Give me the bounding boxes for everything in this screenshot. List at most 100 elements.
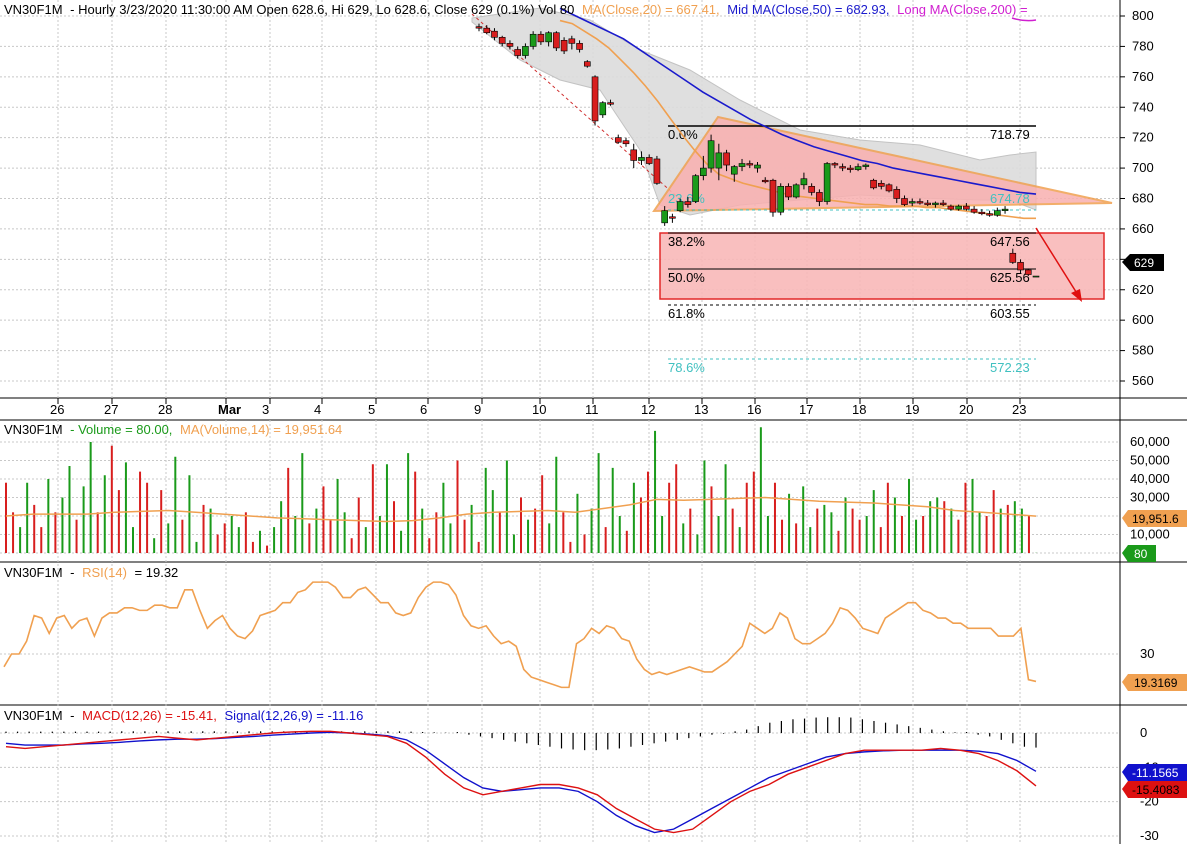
volume-ma-marker: 19,951.6	[1122, 510, 1187, 527]
signal-path	[5, 731, 1037, 834]
price-tick-label: 620	[1132, 282, 1154, 297]
ma200-legend: Long MA(Close,200) =	[897, 2, 1027, 17]
candle-body	[1017, 262, 1024, 271]
volume-tick-label: 60,000	[1130, 434, 1170, 449]
macd-signal-line	[5, 731, 1037, 834]
candle-body	[963, 205, 970, 210]
svg-text:-11.1565: -11.1565	[1132, 766, 1179, 780]
volume-tick-label: 40,000	[1130, 471, 1170, 486]
volume-tick-label: 30,000	[1130, 490, 1170, 505]
date-axis: 26 27 28 Mar 3 4 5 6 9 10 11 12 13 16 17 18 19 20 23	[50, 398, 1026, 417]
candle-body	[1009, 252, 1017, 263]
fib-value-label: 718.79	[990, 127, 1030, 142]
fib-value-label: 603.55	[990, 306, 1030, 321]
candle-body	[638, 157, 645, 161]
candle-body	[475, 26, 483, 29]
date-label: 4	[314, 402, 321, 417]
macd-signal-marker: -11.1565	[1122, 764, 1187, 781]
candle-body	[877, 182, 885, 187]
candle-body	[839, 166, 846, 169]
candle-body	[932, 202, 939, 205]
candle-body	[924, 202, 931, 205]
price-tick-label: 560	[1132, 373, 1154, 388]
price-info: - Hourly 3/23/2020 11:30:00 AM Open 628.…	[70, 2, 574, 17]
candle-body	[754, 164, 761, 169]
candle-body	[746, 163, 754, 166]
candle-body	[584, 61, 591, 67]
fib-pct-label: 0.0%	[668, 127, 698, 142]
price-tick-label: 580	[1132, 343, 1154, 358]
price-tick-label: 600	[1132, 312, 1154, 327]
date-label: 26	[50, 402, 64, 417]
candle-body	[816, 192, 823, 202]
price-tick-label: 660	[1132, 221, 1154, 236]
down-arrow[interactable]	[1035, 227, 1082, 302]
price-tick-label: 700	[1132, 160, 1154, 175]
macd-panel[interactable]: 0-10-20-30 VN30F1M - MACD(12,26) = -15.4…	[4, 708, 1187, 843]
candle-body	[529, 33, 537, 47]
macd-tick-label: 0	[1140, 725, 1147, 740]
arrow-head	[1071, 289, 1082, 302]
candle-body	[947, 205, 955, 210]
candle-body	[700, 167, 707, 176]
candle-body	[661, 210, 668, 224]
candle-body	[506, 43, 514, 47]
candle-body	[970, 208, 978, 213]
ma200-line	[1011, 17, 1037, 22]
volume-tick-label: 10,000	[1130, 527, 1170, 542]
candle-body	[576, 43, 583, 50]
date-label: 27	[104, 402, 118, 417]
candle-body	[854, 166, 862, 170]
candle-body	[738, 163, 746, 167]
date-label: 23	[1012, 402, 1026, 417]
date-label: 9	[474, 402, 481, 417]
candle-body	[769, 179, 777, 213]
candle-body	[715, 152, 723, 169]
candle-body	[862, 164, 870, 167]
triangle-shape	[652, 115, 1113, 213]
candle-body	[730, 166, 738, 175]
volume-ma-line	[5, 496, 1037, 523]
candle-body	[630, 149, 638, 161]
candle-body	[498, 36, 506, 44]
fib-value-label: 572.23	[990, 360, 1030, 375]
date-label: 10	[532, 402, 546, 417]
candle-body	[599, 102, 607, 116]
date-label: 28	[158, 402, 172, 417]
rsi-title: VN30F1M - RSI(14) = 19.32	[4, 565, 178, 580]
candle-body	[908, 201, 916, 204]
candle-body	[986, 213, 993, 216]
triangle-pattern[interactable]	[652, 115, 1113, 213]
candle-body	[553, 32, 560, 49]
volume-ma-path	[5, 496, 1037, 523]
date-label: 20	[959, 402, 973, 417]
volume-bars	[5, 427, 1037, 553]
ma50-path	[559, 7, 1037, 195]
candle-body	[1001, 208, 1009, 211]
macd-legend: MACD(12,26) = -15.41,	[82, 708, 217, 723]
candle-body	[847, 167, 854, 170]
candle-body	[777, 186, 785, 213]
candle-body	[800, 178, 808, 186]
rsi-panel[interactable]: 30 VN30F1M - RSI(14) = 19.32 19.3169	[3, 565, 1187, 691]
candle-body	[537, 33, 545, 43]
candle-body	[669, 216, 676, 219]
candle-body	[560, 40, 568, 52]
target-zone[interactable]	[659, 232, 1105, 300]
price-tick-label: 780	[1132, 38, 1154, 53]
chart-grid	[0, 0, 1120, 844]
candles	[475, 23, 1040, 278]
candle-body	[831, 163, 839, 166]
price-tick-label: 740	[1132, 99, 1154, 114]
volume-title: VN30F1M - Volume = 80.00, MA(Volume,14) …	[4, 422, 342, 437]
svg-text:19.3169: 19.3169	[1134, 676, 1178, 690]
price-tick-label: 720	[1132, 130, 1154, 145]
candle-body	[591, 76, 599, 122]
candle-body	[994, 210, 1001, 216]
macd-histogram	[5, 717, 1037, 751]
candle-body	[785, 186, 792, 198]
price-title: VN30F1M - Hourly 3/23/2020 11:30:00 AM O…	[4, 2, 1028, 17]
